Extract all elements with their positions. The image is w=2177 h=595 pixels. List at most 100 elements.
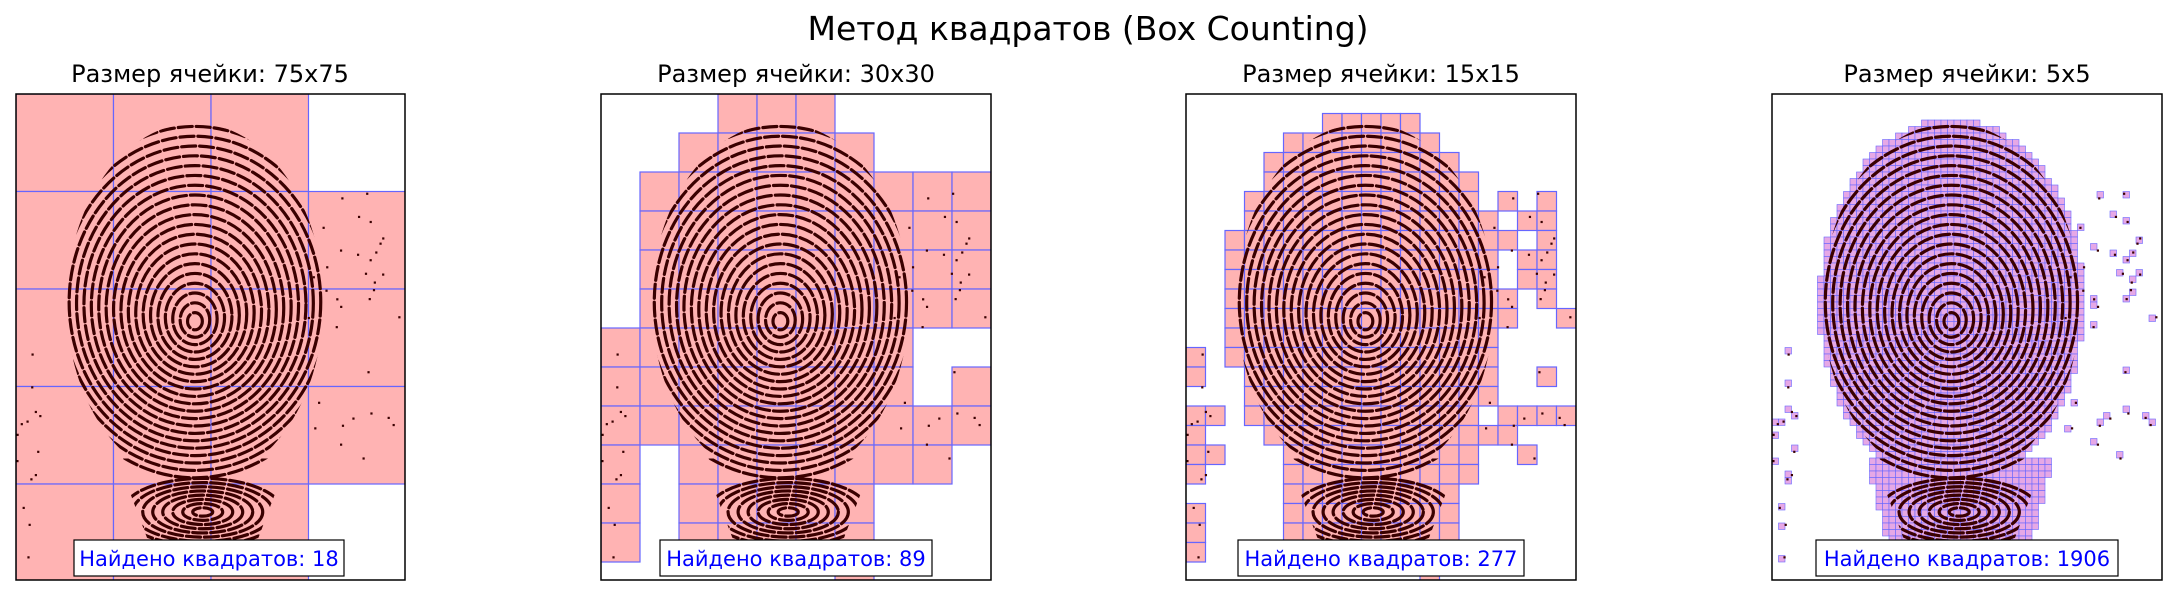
ink-speck bbox=[34, 410, 37, 414]
occupied-box bbox=[1823, 360, 1831, 368]
occupied-box bbox=[1888, 477, 1896, 485]
occupied-box bbox=[1947, 256, 1955, 264]
ink-speck bbox=[318, 401, 321, 404]
occupied-box bbox=[1927, 119, 1935, 127]
occupied-box bbox=[2038, 483, 2046, 491]
occupied-box bbox=[639, 366, 680, 407]
occupied-box bbox=[2129, 288, 2137, 296]
panel-title: Размер ячейки: 30x30 bbox=[657, 60, 935, 88]
occupied-box bbox=[601, 483, 641, 524]
ink-speck bbox=[364, 272, 368, 275]
occupied-box bbox=[1953, 256, 1961, 264]
ink-speck bbox=[16, 459, 19, 463]
ink-speck bbox=[2098, 424, 2101, 427]
occupied-box bbox=[1960, 197, 1968, 205]
occupied-box bbox=[1888, 470, 1896, 478]
occupied-box bbox=[1791, 444, 1799, 452]
fingerprint-ridges bbox=[66, 123, 324, 542]
ink-speck bbox=[1523, 417, 1526, 420]
occupied-box bbox=[912, 210, 953, 251]
occupied-box bbox=[1778, 418, 1786, 426]
occupied-box bbox=[2135, 236, 2143, 244]
occupied-box bbox=[1817, 275, 1825, 283]
occupied-box bbox=[1895, 529, 1903, 537]
occupied-box bbox=[1960, 178, 1968, 186]
occupied-box bbox=[2122, 191, 2130, 199]
occupied-box bbox=[1186, 502, 1207, 524]
ink-speck bbox=[325, 289, 328, 292]
occupied-box bbox=[2038, 431, 2046, 439]
occupied-box bbox=[951, 171, 991, 212]
occupied-box bbox=[2122, 366, 2130, 374]
occupied-box bbox=[873, 444, 914, 485]
occupied-box bbox=[2044, 425, 2052, 433]
ink-speck bbox=[1569, 316, 1572, 319]
ink-speck bbox=[968, 237, 971, 240]
occupied-box bbox=[1869, 457, 1877, 465]
occupied-box bbox=[678, 483, 719, 524]
ink-speck bbox=[2139, 237, 2142, 240]
ink-speck bbox=[2109, 417, 2112, 420]
ink-speck bbox=[1550, 242, 1553, 245]
occupied-box bbox=[2031, 496, 2039, 504]
occupied-box bbox=[2025, 516, 2033, 524]
count-box bbox=[1237, 539, 1525, 577]
occupied-box bbox=[2031, 464, 2039, 472]
occupied-box bbox=[2038, 496, 2046, 504]
ink-speck bbox=[335, 326, 338, 329]
ink-speck bbox=[1527, 253, 1531, 256]
ink-speck bbox=[984, 316, 987, 319]
occupied-box bbox=[1875, 470, 1883, 478]
ink-speck bbox=[1558, 416, 1561, 419]
occupied-box bbox=[2077, 334, 2085, 342]
ink-speck bbox=[2098, 197, 2101, 200]
ink-speck bbox=[958, 289, 962, 292]
occupied-box bbox=[2025, 529, 2033, 537]
occupied-box bbox=[2135, 269, 2143, 277]
occupied-box bbox=[2025, 470, 2033, 478]
occupied-box bbox=[2031, 490, 2039, 498]
ink-speck bbox=[339, 249, 343, 252]
panel-cell-15: Размер ячейки: 15x15 Найдено квадратов: … bbox=[1185, 60, 1577, 581]
ink-speck bbox=[921, 326, 924, 329]
occupied-box bbox=[1973, 275, 1981, 283]
occupied-box bbox=[2031, 516, 2039, 524]
occupied-box bbox=[1901, 178, 1909, 186]
occupied-box bbox=[1784, 405, 1792, 413]
occupied-box bbox=[1934, 158, 1942, 166]
panel-cell-30: Размер ячейки: 30x30 Найдено квадратов: … bbox=[600, 60, 992, 581]
ink-speck bbox=[1546, 251, 1549, 254]
ink-speck bbox=[1535, 272, 1538, 275]
occupied-box bbox=[1888, 509, 1896, 517]
occupied-box bbox=[1399, 112, 1421, 134]
ink-speck bbox=[1197, 556, 1200, 559]
occupied-box bbox=[1784, 379, 1792, 387]
ink-speck bbox=[2121, 272, 2124, 275]
occupied-box bbox=[1882, 477, 1890, 485]
ink-speck bbox=[2124, 371, 2127, 374]
occupied-box bbox=[1882, 139, 1890, 147]
ink-speck bbox=[1784, 523, 1787, 526]
ink-speck bbox=[1782, 420, 1785, 423]
occupied-box bbox=[1458, 463, 1480, 485]
ink-speck bbox=[1496, 266, 1500, 269]
ink-speck bbox=[624, 414, 627, 418]
occupied-box bbox=[2064, 425, 2072, 433]
occupied-box bbox=[1823, 236, 1831, 244]
ink-speck bbox=[1544, 281, 1547, 284]
ink-speck bbox=[369, 220, 372, 224]
occupied-box bbox=[2018, 477, 2026, 485]
occupied-box bbox=[1869, 152, 1877, 160]
occupied-box bbox=[1204, 444, 1226, 466]
ink-speck bbox=[2155, 316, 2158, 319]
ink-speck bbox=[37, 450, 40, 453]
ink-speck bbox=[2096, 249, 2099, 252]
occupied-box bbox=[1843, 191, 1851, 199]
occupied-box bbox=[1882, 464, 1890, 472]
ink-speck bbox=[366, 192, 369, 195]
occupied-box bbox=[2044, 457, 2052, 465]
occupied-box bbox=[873, 405, 914, 446]
occupied-box bbox=[2012, 139, 2020, 147]
occupied-box bbox=[2031, 457, 2039, 465]
panel-frame bbox=[1771, 93, 2163, 581]
